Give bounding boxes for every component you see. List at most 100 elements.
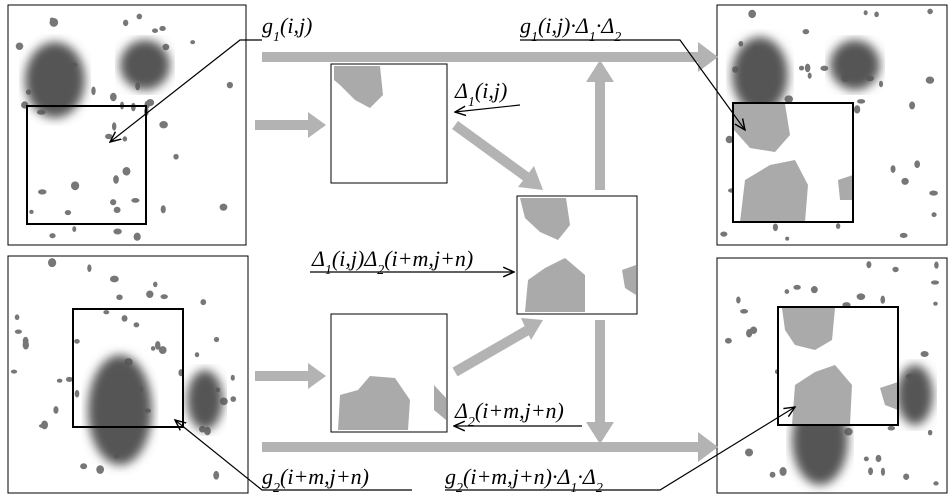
dot xyxy=(903,473,909,480)
dot xyxy=(876,455,882,462)
cloud xyxy=(732,37,788,113)
dot xyxy=(113,228,121,234)
dot xyxy=(213,471,219,480)
dot xyxy=(41,420,48,429)
subscript: 1 xyxy=(531,30,538,45)
label-part: (i+m,j+n) xyxy=(475,398,564,423)
dot xyxy=(15,314,20,320)
pointer xyxy=(455,105,520,112)
diagram: g1(i,j) g1(i,j)·Δ1·Δ2 Δ1(i,j) Δ1(i,j)Δ2(… xyxy=(0,0,948,497)
dot xyxy=(112,122,116,130)
dot xyxy=(200,299,206,305)
dot xyxy=(123,20,128,26)
dot xyxy=(748,10,756,18)
subscript: 2 xyxy=(614,30,621,45)
subscript: 2 xyxy=(468,415,475,430)
label-part: Δ xyxy=(454,398,468,423)
dot xyxy=(146,290,153,298)
dot xyxy=(929,191,938,196)
dot xyxy=(173,154,178,160)
dot xyxy=(892,267,898,272)
subscript: 2 xyxy=(273,481,280,496)
dot xyxy=(725,338,732,344)
dot xyxy=(190,40,195,44)
dot xyxy=(231,375,235,381)
dot xyxy=(131,103,136,111)
dot xyxy=(11,370,17,374)
label-part: g xyxy=(445,464,456,489)
dot xyxy=(159,26,165,31)
label-part: ·Δ xyxy=(577,464,595,489)
dot xyxy=(881,468,885,476)
dot xyxy=(96,465,104,474)
dot xyxy=(50,17,54,21)
arrowhead xyxy=(698,42,718,72)
dot xyxy=(53,406,58,414)
dot xyxy=(866,261,871,268)
dot xyxy=(66,377,73,382)
dot xyxy=(857,293,866,300)
label-part: (i+m,j+n) xyxy=(384,246,473,271)
dot xyxy=(113,175,119,184)
dot xyxy=(933,481,938,485)
subscript: 1 xyxy=(589,30,596,45)
dot xyxy=(864,457,869,462)
dot xyxy=(71,181,79,190)
dot xyxy=(214,337,219,342)
dot xyxy=(122,315,128,322)
dot xyxy=(770,472,776,478)
dot xyxy=(15,330,22,334)
dot xyxy=(720,231,727,236)
label-part: Δ xyxy=(311,246,325,271)
dot xyxy=(134,322,140,327)
dot xyxy=(103,310,109,314)
dot xyxy=(131,198,139,203)
label-part: (i,j) xyxy=(538,13,570,38)
panel-top-left xyxy=(8,5,246,245)
dot xyxy=(933,302,938,306)
dot xyxy=(155,341,160,350)
dot xyxy=(134,233,141,241)
subscript: 1 xyxy=(570,481,577,496)
subscript: 1 xyxy=(468,95,475,110)
label-part: g xyxy=(262,464,273,489)
dot xyxy=(48,258,56,267)
label-part: (i,j) xyxy=(475,78,507,103)
label-part: g xyxy=(520,13,531,38)
dot xyxy=(151,346,155,351)
dot xyxy=(72,226,76,232)
cloud xyxy=(897,365,933,425)
dot xyxy=(785,289,790,294)
arrowhead xyxy=(698,432,718,462)
dot xyxy=(220,204,228,211)
label: Δ1(i,j) xyxy=(454,78,507,110)
dot xyxy=(745,448,753,456)
dot xyxy=(230,396,236,402)
dot xyxy=(736,297,740,304)
dot xyxy=(152,28,158,33)
dot xyxy=(779,467,786,476)
dot xyxy=(80,463,87,469)
dot xyxy=(854,105,860,113)
dot xyxy=(49,233,55,238)
cloud xyxy=(830,40,880,90)
arrowhead xyxy=(308,112,326,138)
dot xyxy=(110,199,116,205)
subscript: 1 xyxy=(273,30,280,45)
dot xyxy=(91,86,95,95)
dot xyxy=(811,286,818,293)
label-part: (i,j) xyxy=(280,13,312,38)
subscript: 2 xyxy=(596,481,603,496)
dot xyxy=(808,73,812,79)
dot xyxy=(914,160,920,168)
dot xyxy=(931,212,936,217)
dot xyxy=(38,189,46,194)
dot xyxy=(793,285,800,290)
dot xyxy=(114,207,121,213)
dot xyxy=(864,10,868,15)
label-part: Δ xyxy=(454,78,468,103)
label: Δ1(i,j)Δ2(i+m,j+n) xyxy=(311,246,473,278)
label-part: g xyxy=(262,13,273,38)
label: g1(i,j) xyxy=(262,13,312,45)
dot xyxy=(773,224,778,232)
